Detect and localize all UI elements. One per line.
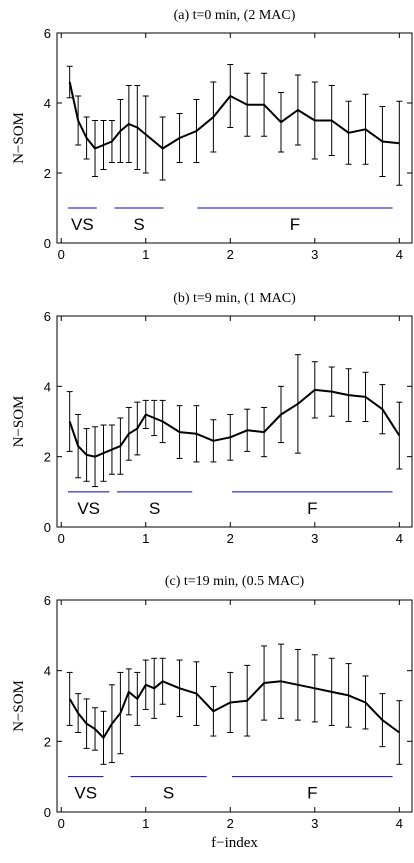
plot-frame xyxy=(56,315,413,528)
series-line xyxy=(68,81,400,150)
x-tick-label: 2 xyxy=(227,247,234,262)
chart-panel: (a) t=0 min, (2 MAC) 0 1 2 3 4 0 2 4 6 N−SOM VS S F xyxy=(11,8,413,262)
x-tick-label: 4 xyxy=(396,531,403,546)
y-tick-label: 2 xyxy=(44,166,51,181)
x-axis-label: f−index xyxy=(211,835,258,851)
y-tick-label: 6 xyxy=(44,26,51,41)
y-axis-label: N−SOM xyxy=(11,680,27,732)
series-line xyxy=(68,388,401,458)
y-tick-label: 0 xyxy=(44,236,51,251)
band-label: F xyxy=(307,499,317,518)
y-tick-label: 2 xyxy=(44,450,51,465)
y-tick-label: 6 xyxy=(44,309,51,324)
band-label: S xyxy=(133,215,144,234)
x-tick-label: 4 xyxy=(396,247,403,262)
band-label: F xyxy=(307,784,317,803)
chart-title: (a) t=0 min, (2 MAC) xyxy=(174,8,296,23)
plot-frame xyxy=(56,599,413,813)
y-axis-label: N−SOM xyxy=(11,112,27,164)
chart-panel: (c) t=19 min, (0.5 MAC) 0 1 2 3 4 0 2 4 6 N−SOM f−i… xyxy=(11,574,413,851)
band-label: F xyxy=(290,215,300,234)
band-label: S xyxy=(149,499,160,518)
x-tick-label: 1 xyxy=(142,816,149,831)
x-tick-label: 3 xyxy=(311,816,318,831)
y-tick-label: 4 xyxy=(44,379,51,394)
x-tick-label: 2 xyxy=(227,816,234,831)
x-tick-label: 1 xyxy=(142,531,149,546)
y-tick-label: 2 xyxy=(44,734,51,749)
chart-panel: (b) t=9 min, (1 MAC) 0 1 2 3 4 0 2 4 6 N−SOM VS S F xyxy=(11,291,413,546)
x-tick-label: 3 xyxy=(311,247,318,262)
plot-frame xyxy=(56,32,413,244)
y-tick-label: 0 xyxy=(44,520,51,535)
x-tick-label: 3 xyxy=(311,531,318,546)
x-tick-label: 0 xyxy=(58,531,65,546)
y-axis-label: N−SOM xyxy=(11,396,27,448)
x-tick-label: 4 xyxy=(396,816,403,831)
band-label: VS xyxy=(71,215,94,234)
series-line xyxy=(68,680,400,739)
chart-title: (c) t=19 min, (0.5 MAC) xyxy=(165,574,305,589)
band-label: VS xyxy=(74,784,97,803)
x-tick-label: 2 xyxy=(227,531,234,546)
band-label: S xyxy=(163,784,174,803)
y-tick-label: 6 xyxy=(44,593,51,608)
x-tick-label: 1 xyxy=(142,247,149,262)
x-tick-label: 0 xyxy=(58,247,65,262)
y-tick-label: 4 xyxy=(44,96,51,111)
y-tick-label: 0 xyxy=(44,805,51,820)
band-label: VS xyxy=(77,499,100,518)
chart-title: (b) t=9 min, (1 MAC) xyxy=(173,291,296,306)
y-tick-label: 4 xyxy=(44,664,51,679)
x-tick-label: 0 xyxy=(58,816,65,831)
